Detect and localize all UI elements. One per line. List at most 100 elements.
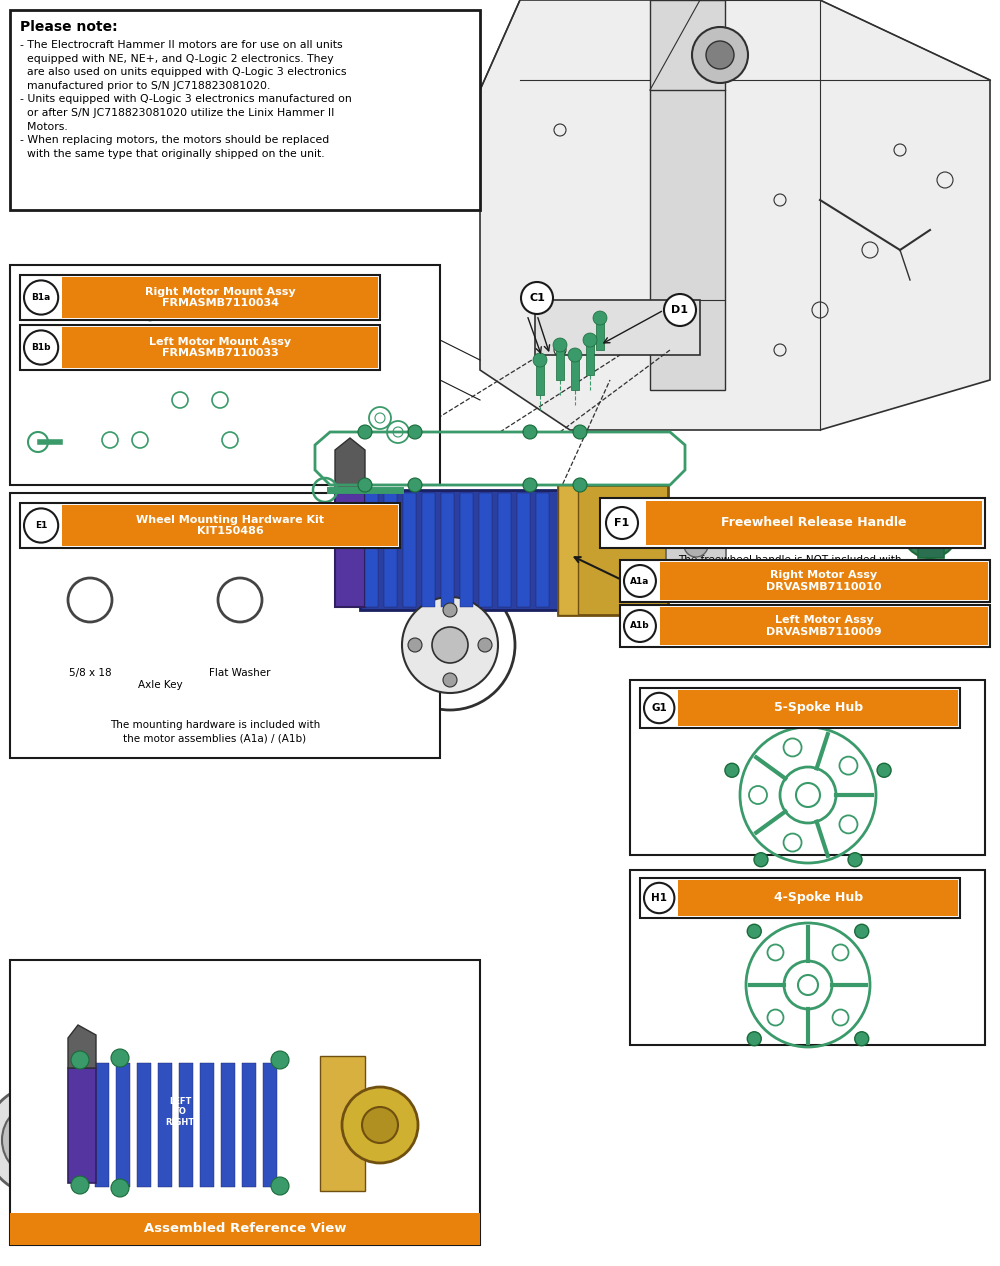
Bar — [90, 1060, 290, 1190]
Circle shape — [358, 425, 372, 439]
Circle shape — [523, 479, 537, 492]
Circle shape — [24, 330, 58, 365]
Bar — [646, 501, 982, 544]
Text: F1: F1 — [614, 518, 630, 528]
Circle shape — [521, 282, 553, 314]
Bar — [30, 1125, 460, 1185]
Text: H1: H1 — [651, 893, 667, 903]
Circle shape — [568, 348, 582, 362]
Bar — [176, 300, 184, 354]
Text: 5-Spoke Hub: 5-Spoke Hub — [774, 701, 863, 714]
Circle shape — [204, 304, 216, 316]
Text: Right Motor Assy
DRVASMB7110010: Right Motor Assy DRVASMB7110010 — [766, 571, 882, 591]
Polygon shape — [90, 655, 230, 675]
Bar — [678, 880, 958, 917]
Bar — [384, 492, 397, 606]
Circle shape — [144, 309, 156, 322]
Text: 5/8 x 18: 5/8 x 18 — [69, 668, 111, 679]
Text: Flat Washer: Flat Washer — [209, 668, 271, 679]
Circle shape — [271, 1051, 289, 1069]
Text: Wheel Mounting Hardware Kit
KIT150486: Wheel Mounting Hardware Kit KIT150486 — [136, 515, 324, 536]
Bar — [558, 485, 668, 615]
Circle shape — [644, 882, 674, 913]
Circle shape — [747, 1032, 761, 1046]
Bar — [10, 492, 440, 758]
Circle shape — [408, 638, 422, 652]
Text: B1a: B1a — [31, 292, 51, 303]
Bar — [68, 1069, 96, 1182]
Polygon shape — [68, 1025, 96, 1069]
Bar — [200, 1063, 214, 1188]
Bar — [365, 492, 378, 606]
Bar — [422, 492, 435, 606]
Bar — [498, 492, 511, 606]
Circle shape — [684, 533, 708, 557]
Bar — [586, 341, 594, 375]
Polygon shape — [42, 558, 138, 642]
Bar — [242, 1063, 256, 1188]
Bar — [20, 275, 380, 320]
Circle shape — [111, 1179, 129, 1196]
Bar — [596, 318, 604, 349]
Circle shape — [432, 627, 468, 663]
Circle shape — [71, 1051, 89, 1069]
Text: 4-Spoke Hub: 4-Spoke Hub — [774, 891, 863, 904]
Circle shape — [271, 1177, 289, 1195]
Bar — [186, 335, 194, 370]
Circle shape — [754, 853, 768, 867]
Bar — [146, 315, 154, 360]
Bar — [536, 360, 544, 395]
Circle shape — [362, 1106, 398, 1143]
Circle shape — [593, 311, 607, 325]
Bar — [517, 492, 530, 606]
Text: - The Electrocraft Hammer II motors are for use on all units
  equipped with NE,: - The Electrocraft Hammer II motors are … — [20, 41, 352, 158]
Circle shape — [218, 579, 262, 622]
Polygon shape — [335, 438, 365, 492]
Bar — [403, 492, 416, 606]
Text: Left Motor Assy
DRVASMB7110009: Left Motor Assy DRVASMB7110009 — [766, 615, 882, 637]
Bar — [660, 562, 988, 600]
Text: A1a: A1a — [630, 576, 650, 585]
Bar — [441, 492, 454, 606]
Circle shape — [855, 1032, 869, 1046]
Circle shape — [664, 294, 696, 327]
Circle shape — [692, 27, 748, 84]
Circle shape — [801, 708, 815, 722]
Bar — [556, 346, 564, 380]
Circle shape — [174, 294, 186, 306]
Circle shape — [848, 853, 862, 867]
Bar — [335, 492, 365, 606]
Circle shape — [877, 763, 891, 777]
Circle shape — [195, 555, 285, 644]
Circle shape — [111, 1050, 129, 1067]
Bar — [20, 503, 400, 548]
Circle shape — [583, 333, 597, 347]
Bar — [158, 1063, 172, 1188]
Bar — [660, 606, 988, 644]
Bar — [666, 530, 726, 560]
Circle shape — [573, 479, 587, 492]
Polygon shape — [480, 0, 990, 430]
Circle shape — [2, 1101, 78, 1177]
Bar — [10, 265, 440, 485]
Circle shape — [533, 353, 547, 367]
Bar — [620, 605, 990, 647]
Bar — [320, 1056, 365, 1191]
Bar — [558, 485, 578, 615]
Bar — [535, 300, 700, 354]
Bar — [640, 687, 960, 728]
Text: C1: C1 — [529, 292, 545, 303]
Circle shape — [24, 280, 58, 314]
Bar — [62, 277, 378, 318]
Circle shape — [573, 425, 587, 439]
Circle shape — [342, 1087, 418, 1163]
Text: Right Motor Mount Assy
FRMASMB7110034: Right Motor Mount Assy FRMASMB7110034 — [145, 287, 295, 308]
Text: LEFT
TO
RIGHT: LEFT TO RIGHT — [165, 1098, 195, 1127]
Bar — [571, 354, 579, 390]
Text: B1b: B1b — [31, 343, 51, 352]
Text: The mounting hardware is included with
the motor assemblies (A1a) / (A1b): The mounting hardware is included with t… — [110, 720, 320, 743]
Text: Left Motor Mount Assy
FRMASMB7110033: Left Motor Mount Assy FRMASMB7110033 — [149, 337, 291, 358]
Bar — [479, 492, 492, 606]
Bar — [221, 1063, 235, 1188]
Circle shape — [68, 579, 112, 622]
